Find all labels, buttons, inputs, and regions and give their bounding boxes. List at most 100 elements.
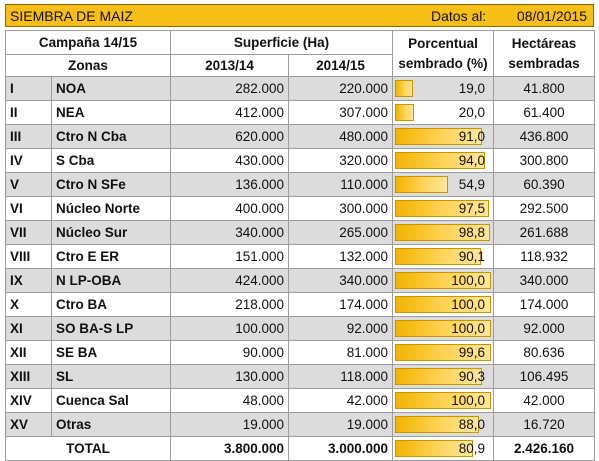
table-row: VI Núcleo Norte 400.000 300.000 97,5 292.500 bbox=[5, 196, 595, 221]
percent-bar bbox=[395, 128, 483, 145]
percent-bar bbox=[395, 416, 480, 433]
percent-bar bbox=[395, 296, 491, 313]
table-body: I NOA 282.000 220.000 19,0 41.800 II NEA 412.000… bbox=[5, 76, 595, 437]
zone-code: VIII bbox=[5, 244, 52, 269]
sheet-title: SIEMBRA DE MAIZ bbox=[10, 8, 133, 24]
zone-code: XIV bbox=[5, 388, 52, 413]
table-row: XV Otras 19.000 19.000 88,0 16.720 bbox=[5, 412, 595, 437]
hectares-planted: 80.636 bbox=[493, 340, 595, 365]
zone-name: Ctro E ER bbox=[51, 244, 171, 269]
surface-2014-15: 265.000 bbox=[288, 220, 393, 245]
surface-2014-15: 220.000 bbox=[288, 76, 393, 101]
percent-cell: 97,5 bbox=[392, 196, 494, 221]
percent-bar bbox=[395, 224, 490, 241]
hectares-planted: 292.500 bbox=[493, 196, 595, 221]
surface-2013-14: 620.000 bbox=[170, 124, 289, 149]
surface-2014-15: 300.000 bbox=[288, 196, 393, 221]
table-row: XIV Cuenca Sal 48.000 42.000 100,0 42.000 bbox=[5, 388, 595, 413]
hectares-header-line2: sembradas bbox=[508, 55, 580, 71]
zone-code: X bbox=[5, 292, 52, 317]
percent-cell: 98,8 bbox=[392, 220, 494, 245]
percent-header: Porcentual sembrado (%) bbox=[392, 30, 494, 77]
surface-2014-15: 132.000 bbox=[288, 244, 393, 269]
surface-2014-15: 92.000 bbox=[288, 316, 393, 341]
percent-value: 20,0 bbox=[458, 105, 485, 120]
percent-bar bbox=[395, 104, 415, 121]
percent-cell: 54,9 bbox=[392, 172, 494, 197]
surface-2013-14: 100.000 bbox=[170, 316, 289, 341]
surface-2014-15: 174.000 bbox=[288, 292, 393, 317]
date-value: 08/01/2015 bbox=[516, 8, 587, 24]
percent-cell: 90,3 bbox=[392, 364, 494, 389]
percent-value: 90,1 bbox=[458, 249, 485, 264]
date-label: Datos al: bbox=[431, 8, 487, 24]
zone-code: II bbox=[5, 100, 52, 125]
zone-code: I bbox=[5, 76, 52, 101]
percent-bar bbox=[395, 200, 489, 217]
zone-code: XII bbox=[5, 340, 52, 365]
percent-value: 19,0 bbox=[458, 81, 485, 96]
table-row: I NOA 282.000 220.000 19,0 41.800 bbox=[5, 76, 595, 101]
zones-header: Zonas bbox=[5, 54, 171, 77]
header-row-1: Campaña 14/15 Superficie (Ha) Porcentual… bbox=[5, 30, 595, 77]
percent-value: 88,0 bbox=[458, 417, 485, 432]
percent-cell: 100,0 bbox=[392, 292, 494, 317]
zone-name: Ctro N Cba bbox=[51, 124, 171, 149]
surface-2013-14: 151.000 bbox=[170, 244, 289, 269]
percent-cell: 100,0 bbox=[392, 388, 494, 413]
surface-2014-15: 320.000 bbox=[288, 148, 393, 173]
hectares-planted: 41.800 bbox=[493, 76, 595, 101]
zone-code: III bbox=[5, 124, 52, 149]
zone-code: IX bbox=[5, 268, 52, 293]
zone-code: V bbox=[5, 172, 52, 197]
zone-name: NEA bbox=[51, 100, 171, 125]
table-row: IX N LP-OBA 424.000 340.000 100,0 340.000 bbox=[5, 268, 595, 293]
title-bar: SIEMBRA DE MAIZ Datos al: 08/01/2015 bbox=[5, 4, 594, 27]
zone-code: XIII bbox=[5, 364, 52, 389]
hectares-planted: 42.000 bbox=[493, 388, 595, 413]
surface-2013-14: 48.000 bbox=[170, 388, 289, 413]
surface-2014-15: 307.000 bbox=[288, 100, 393, 125]
percent-value: 94,0 bbox=[458, 153, 485, 168]
zone-name: Núcleo Sur bbox=[51, 220, 171, 245]
percent-bar bbox=[395, 272, 491, 289]
zone-code: VI bbox=[5, 196, 52, 221]
percent-value: 90,3 bbox=[458, 369, 485, 384]
table-row: XII SE BA 90.000 81.000 99,6 80.636 bbox=[5, 340, 595, 365]
surface-2014-15: 118.000 bbox=[288, 364, 393, 389]
percent-bar bbox=[395, 152, 486, 169]
hectares-planted: 60.390 bbox=[493, 172, 595, 197]
table-row: X Ctro BA 218.000 174.000 100,0 174.000 bbox=[5, 292, 595, 317]
table-row: VIII Ctro E ER 151.000 132.000 90,1 118.932 bbox=[5, 244, 595, 269]
hectares-planted: 436.800 bbox=[493, 124, 595, 149]
table-row: II NEA 412.000 307.000 20,0 61.400 bbox=[5, 100, 595, 125]
surface-2013-14: 130.000 bbox=[170, 364, 289, 389]
surface-2013-14: 136.000 bbox=[170, 172, 289, 197]
surface-2014-15: 19.000 bbox=[288, 412, 393, 437]
hectares-header-line1: Hectáreas bbox=[511, 35, 577, 51]
surface-2014-15: 480.000 bbox=[288, 124, 393, 149]
percent-value: 54,9 bbox=[458, 177, 485, 192]
percent-cell: 94,0 bbox=[392, 148, 494, 173]
percent-value: 97,5 bbox=[458, 201, 485, 216]
percent-bar bbox=[395, 320, 491, 337]
percent-value: 99,6 bbox=[458, 345, 485, 360]
zone-code: XI bbox=[5, 316, 52, 341]
percent-value: 100,0 bbox=[451, 273, 485, 288]
hectares-planted: 300.800 bbox=[493, 148, 595, 173]
surface-2013-14: 19.000 bbox=[170, 412, 289, 437]
hectares-planted: 174.000 bbox=[493, 292, 595, 317]
hectares-planted: 118.932 bbox=[493, 244, 595, 269]
percent-cell: 99,6 bbox=[392, 340, 494, 365]
percent-bar bbox=[395, 392, 491, 409]
zone-name: N LP-OBA bbox=[51, 268, 171, 293]
percent-value: 100,0 bbox=[451, 321, 485, 336]
surface-2013-14: 430.000 bbox=[170, 148, 289, 173]
percent-cell: 100,0 bbox=[392, 268, 494, 293]
surface-2014-15: 42.000 bbox=[288, 388, 393, 413]
zone-name: Núcleo Norte bbox=[51, 196, 171, 221]
zone-name: Cuenca Sal bbox=[51, 388, 171, 413]
table-row: III Ctro N Cba 620.000 480.000 91,0 436.800 bbox=[5, 124, 595, 149]
year2-header: 2014/15 bbox=[288, 54, 393, 77]
zone-code: IV bbox=[5, 148, 52, 173]
